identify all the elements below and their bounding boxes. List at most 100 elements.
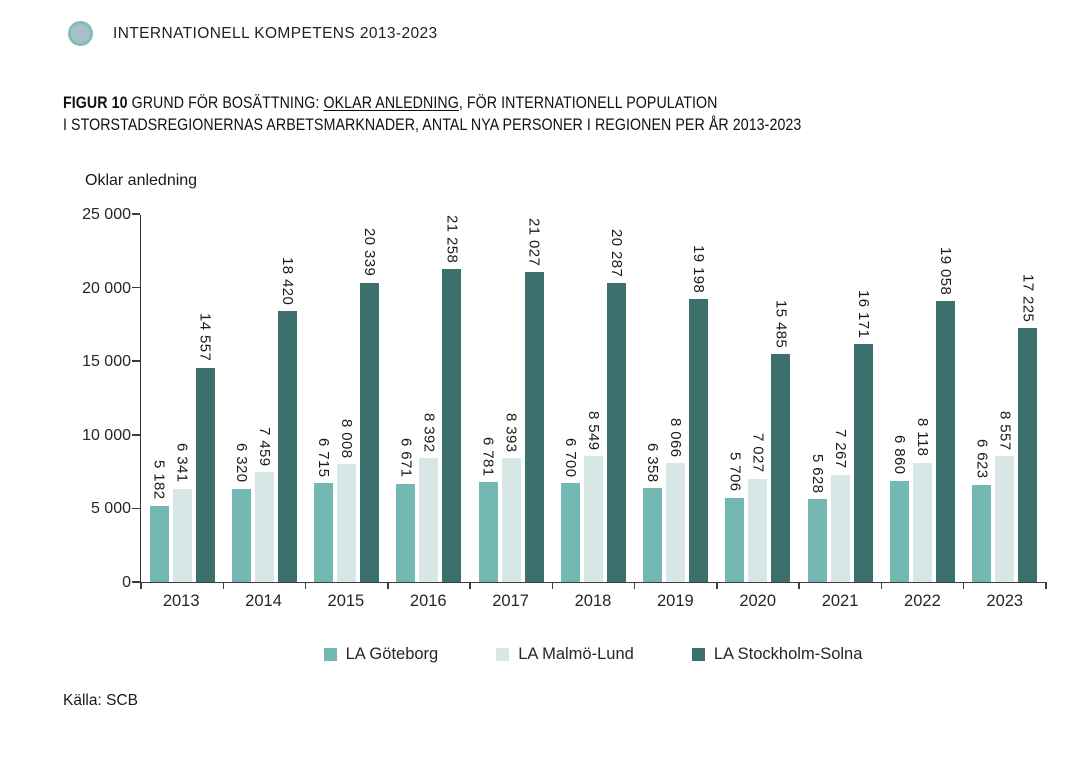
chart-legend: LA Göteborg LA Malmö-Lund LA Stockholm-Sol… <box>140 645 1046 664</box>
bar-label-la-goteborg-2023: 6 623 <box>973 438 991 479</box>
y-tick-label-10000: 10 000 <box>82 426 131 444</box>
bar-label-la-stockholm-solna-2018: 20 287 <box>607 229 625 278</box>
legend-swatch-la-malmo-lund <box>496 648 510 661</box>
bar-slot-la-stockholm-solna-2014: 18 420 <box>277 215 297 582</box>
bar-slot-la-malmo-lund-2017: 8 393 <box>501 215 521 582</box>
bar-label-la-stockholm-solna-2016: 21 258 <box>443 214 461 264</box>
bar-la-stockholm-solna-2021 <box>853 343 873 582</box>
bar-la-goteborg-2022 <box>890 481 910 582</box>
x-axis-label-2023: 2023 <box>986 592 1024 610</box>
bar-slot-la-stockholm-solna-2013: 14 557 <box>195 215 215 582</box>
bar-group-2023: 6 623 8 557 17 225 <box>964 215 1046 582</box>
bar-slot-la-goteborg-2023: 6 623 <box>972 215 992 582</box>
bar-group-2022: 6 860 8 118 19 058 <box>881 215 963 582</box>
bar-label-la-malmo-lund-2023: 8 557 <box>996 410 1014 451</box>
bar-label-la-malmo-lund-2018: 8 549 <box>584 410 602 451</box>
bar-slot-la-malmo-lund-2015: 8 008 <box>337 215 357 582</box>
figure-title: FIGUR 10 GRUND FÖR BOSÄTTNING: OKLAR ANL… <box>63 92 1026 136</box>
x-axis-label-2018: 2018 <box>574 592 612 610</box>
bar-la-goteborg-2016 <box>396 483 416 582</box>
bar-label-la-stockholm-solna-2017: 21 027 <box>525 218 543 267</box>
bar-label-la-stockholm-solna-2022: 19 058 <box>937 247 955 296</box>
bar-la-goteborg-2017 <box>478 482 498 582</box>
bar-label-la-malmo-lund-2020: 7 027 <box>749 433 767 473</box>
x-axis-labels: 2013 2014 2015 2016 2017 2018 2019 2020 2021 2022… <box>140 592 1046 611</box>
bar-la-malmo-lund-2019 <box>666 463 686 582</box>
bar-la-malmo-lund-2023 <box>995 456 1015 582</box>
bar-la-stockholm-solna-2019 <box>689 299 709 582</box>
bar-label-la-malmo-lund-2022: 8 118 <box>914 418 932 457</box>
x-axis-label-2017: 2017 <box>492 592 529 610</box>
bar-group-2014: 6 320 7 459 18 420 <box>223 215 305 582</box>
bar-slot-la-goteborg-2020: 5 706 <box>725 215 745 582</box>
bar-slot-la-goteborg-2021: 5 628 <box>807 215 827 582</box>
bar-group-2020: 5 706 7 027 15 485 <box>717 215 799 582</box>
legend-label-la-malmo-lund: LA Malmö-Lund <box>518 645 634 663</box>
legend-item-la-stockholm-solna: LA Stockholm-Solna <box>691 645 862 664</box>
bar-label-la-stockholm-solna-2019: 19 198 <box>690 245 708 294</box>
x-tick-mark-3 <box>387 582 389 589</box>
x-tick-mark-9 <box>880 582 883 589</box>
x-tick-mark-5 <box>551 582 554 589</box>
bar-label-la-malmo-lund-2013: 6 341 <box>173 443 191 483</box>
x-tick-mark-8 <box>798 582 800 589</box>
bar-slot-la-malmo-lund-2021: 7 267 <box>830 215 850 582</box>
bar-slot-la-malmo-lund-2019: 8 066 <box>666 215 686 582</box>
bar-la-stockholm-solna-2017 <box>524 272 544 582</box>
bar-la-stockholm-solna-2022 <box>936 301 956 582</box>
bar-slot-la-stockholm-solna-2019: 19 198 <box>689 215 709 582</box>
x-axis-label-2015: 2015 <box>327 592 365 610</box>
bar-label-la-malmo-lund-2017: 8 393 <box>502 412 520 453</box>
y-tick-mark-0 <box>131 581 140 583</box>
x-axis-label-2014: 2014 <box>245 592 282 610</box>
y-tick-mark-25000 <box>131 213 140 215</box>
y-tick-mark-15000 <box>131 360 140 362</box>
bar-la-goteborg-2018 <box>560 483 580 582</box>
bar-la-malmo-lund-2015 <box>337 464 357 582</box>
y-tick-mark-20000 <box>131 286 140 289</box>
bar-la-stockholm-solna-2015 <box>360 282 380 582</box>
y-tick-label-0: 0 <box>122 574 131 591</box>
bar-label-la-goteborg-2018: 6 700 <box>561 437 579 478</box>
bar-slot-la-stockholm-solna-2018: 20 287 <box>606 215 626 582</box>
bar-label-la-malmo-lund-2016: 8 392 <box>420 412 438 453</box>
bar-slot-la-stockholm-solna-2017: 21 027 <box>524 215 544 582</box>
x-axis-label-2019: 2019 <box>656 592 694 610</box>
bar-slot-la-goteborg-2018: 6 700 <box>560 215 580 582</box>
legend-item-la-malmo-lund: LA Malmö-Lund <box>496 645 634 664</box>
bar-slot-la-malmo-lund-2022: 8 118 <box>913 215 933 582</box>
bar-group-2013: 5 182 6 341 14 557 <box>141 215 223 582</box>
bar-label-la-goteborg-2015: 6 715 <box>315 437 333 478</box>
bar-label-la-goteborg-2020: 5 706 <box>726 452 744 493</box>
figure-title-post: , FÖR INTERNATIONELL POPULATION <box>458 94 718 112</box>
bar-label-la-stockholm-solna-2015: 20 339 <box>361 228 379 277</box>
bar-slot-la-goteborg-2015: 6 715 <box>314 215 334 582</box>
bar-la-stockholm-solna-2014 <box>277 310 297 582</box>
bar-la-goteborg-2021 <box>807 499 827 582</box>
x-tick-mark-0 <box>140 582 142 589</box>
bar-la-malmo-lund-2018 <box>583 456 603 582</box>
bar-slot-la-malmo-lund-2016: 8 392 <box>419 215 439 582</box>
bar-la-malmo-lund-2013 <box>172 488 192 582</box>
bar-slot-la-goteborg-2016: 6 671 <box>396 215 416 582</box>
bar-slot-la-malmo-lund-2023: 8 557 <box>995 215 1015 582</box>
legend-item-la-goteborg: LA Göteborg <box>323 645 438 664</box>
y-tick-label-5000: 5 000 <box>90 500 131 518</box>
y-tick-mark-10000 <box>131 434 140 436</box>
bar-label-la-goteborg-2016: 6 671 <box>397 438 415 478</box>
bar-label-la-malmo-lund-2015: 8 008 <box>338 418 356 459</box>
bar-la-goteborg-2023 <box>972 484 992 582</box>
bar-label-la-stockholm-solna-2023: 17 225 <box>1019 274 1037 323</box>
y-axis-labels: 0 5 000 10 000 15 000 20 000 25 000 <box>0 206 131 591</box>
bar-la-malmo-lund-2016 <box>419 458 439 582</box>
bar-label-la-goteborg-2013: 5 182 <box>150 460 168 500</box>
header-brand: INTERNATIONELL KOMPETENS 2013-2023 <box>68 21 438 46</box>
bar-la-goteborg-2019 <box>643 488 663 582</box>
figure-title-line1: FIGUR 10 GRUND FÖR BOSÄTTNING: OKLAR ANL… <box>63 92 1026 114</box>
bar-la-malmo-lund-2014 <box>254 472 274 582</box>
x-tick-mark-10 <box>962 582 965 589</box>
bar-group-2016: 6 671 8 392 21 258 <box>388 215 470 582</box>
bar-label-la-stockholm-solna-2013: 14 557 <box>196 313 214 362</box>
bar-la-malmo-lund-2022 <box>913 462 933 582</box>
